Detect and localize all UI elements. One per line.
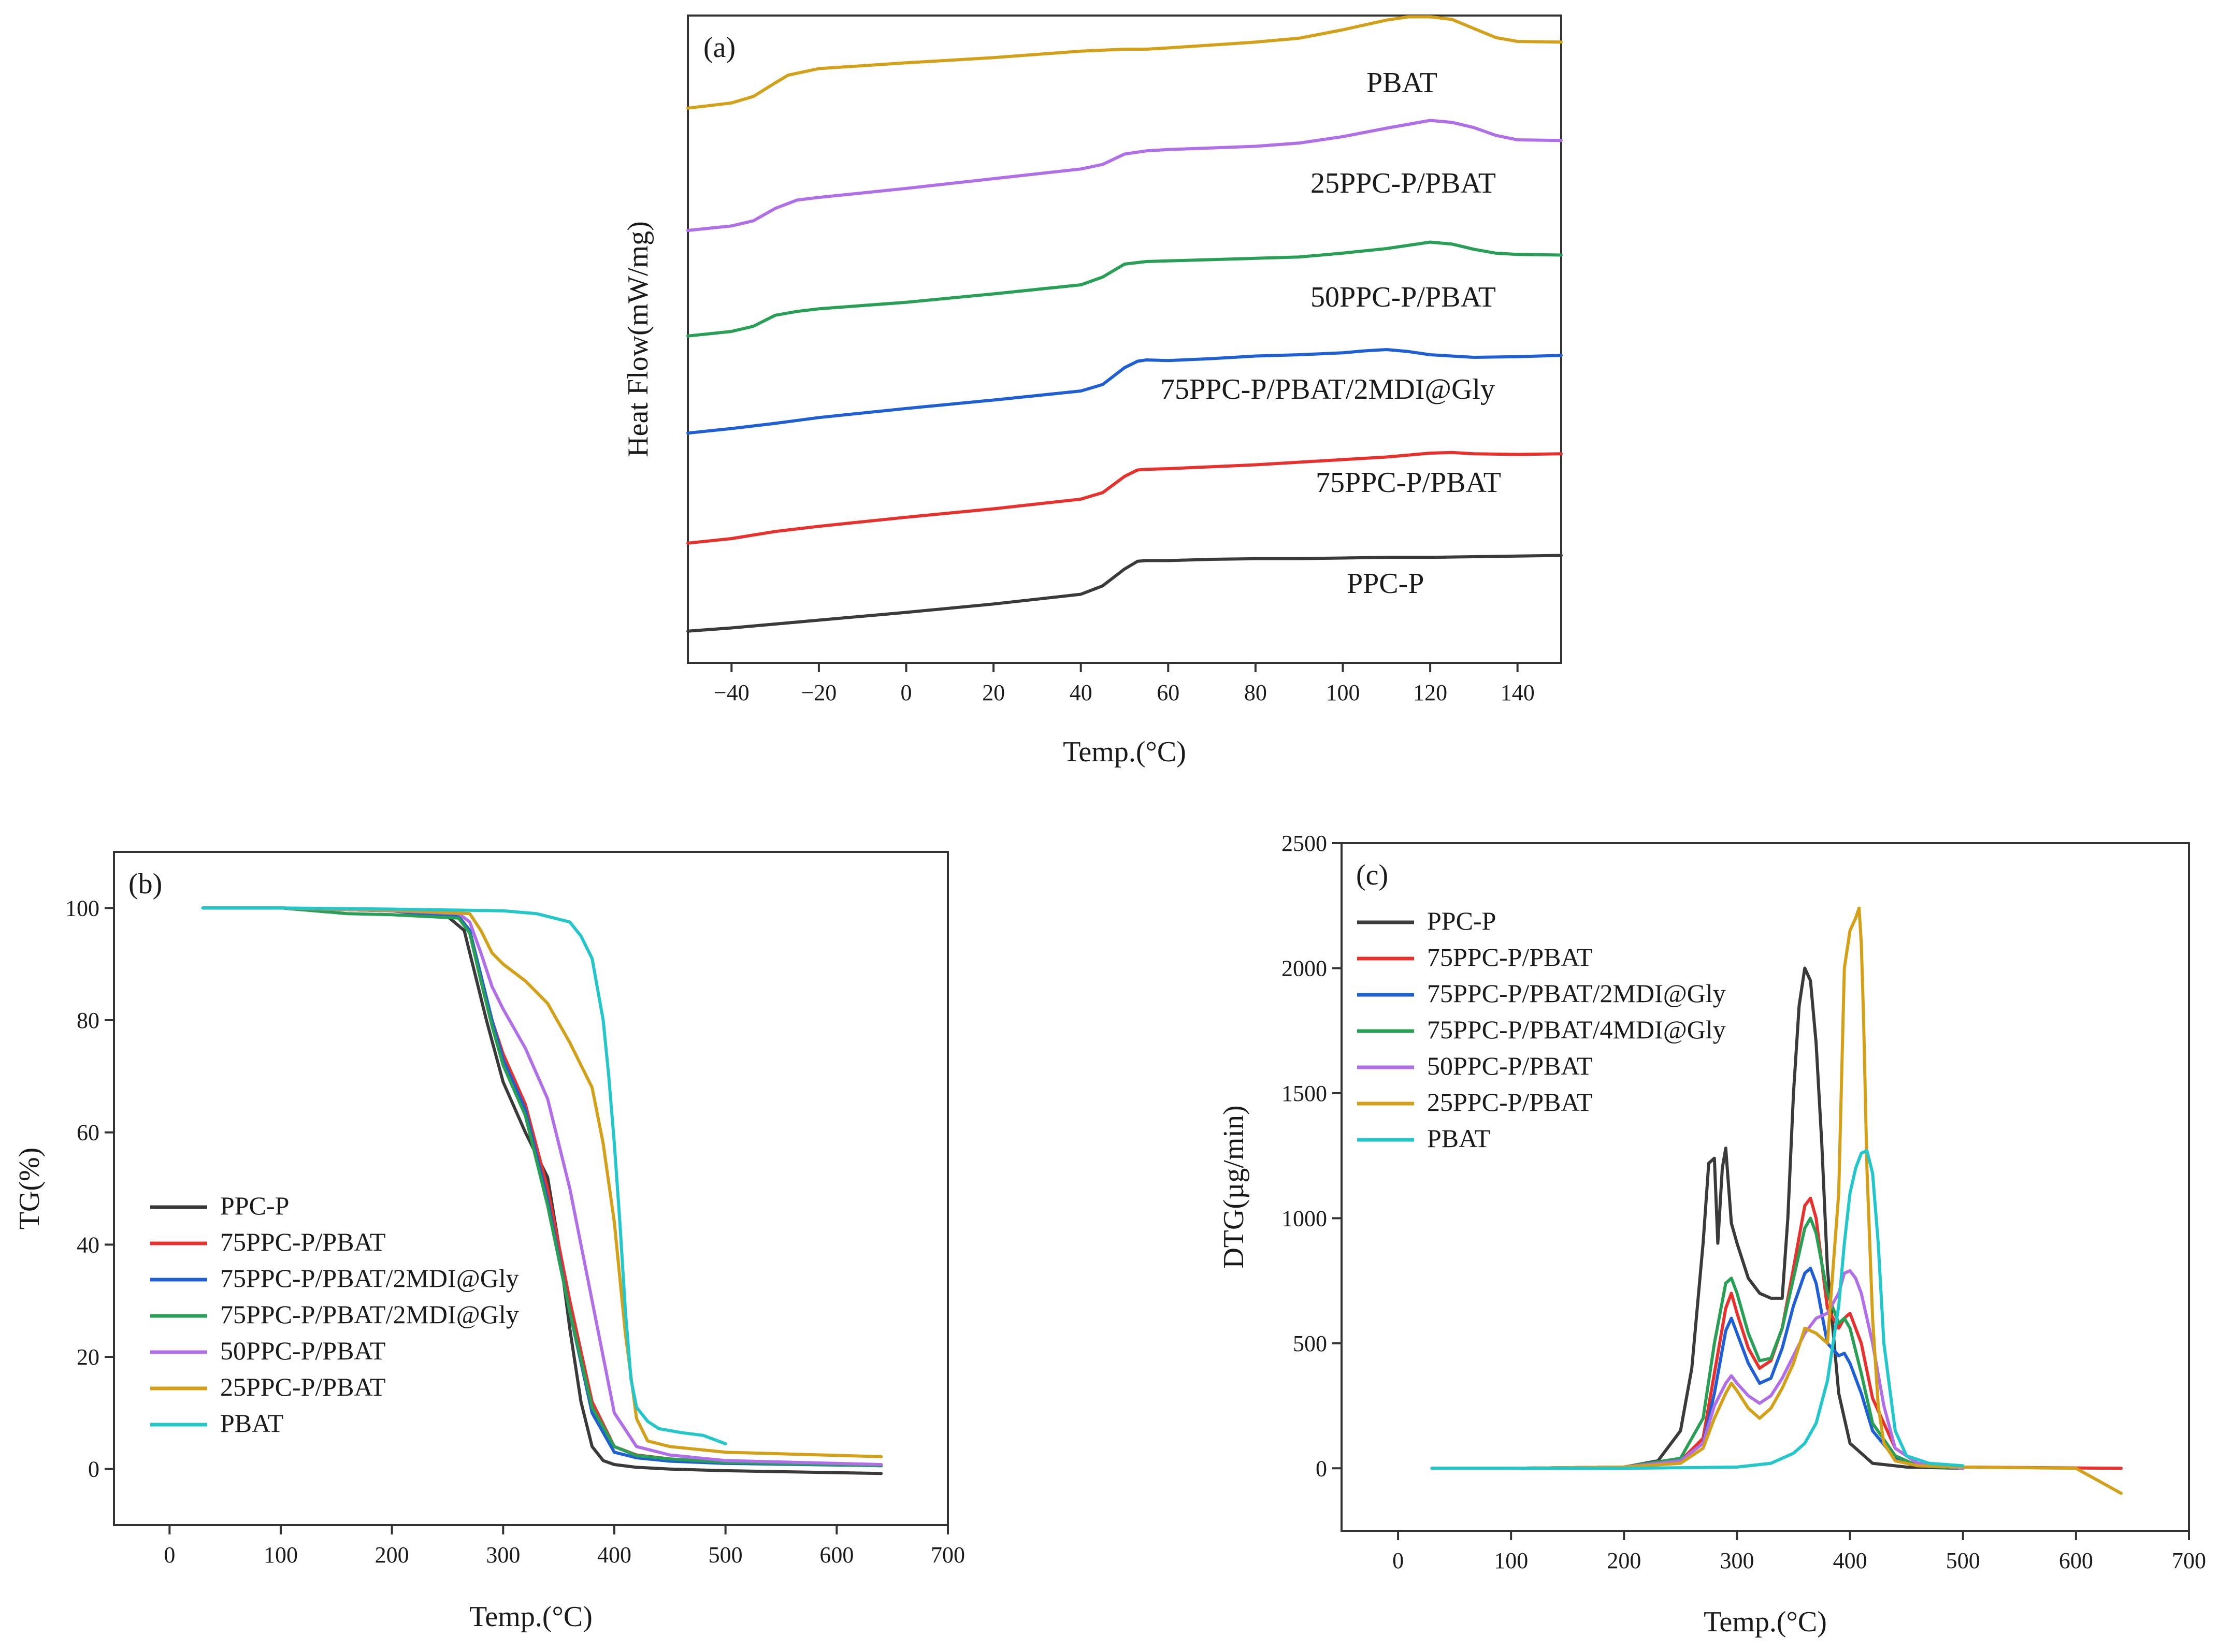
panel-b-series bbox=[201, 906, 883, 1475]
y-tick-label: 1500 bbox=[1281, 1081, 1327, 1106]
x-tick-label: 200 bbox=[375, 1542, 409, 1568]
series-line-75ppc-p-pbat-2mdi-gly-3 bbox=[201, 906, 883, 1468]
x-tick-label: 80 bbox=[1244, 680, 1267, 705]
panel-c-dtg-chart: (c) Temp.(°C) DTG(µg/min) 0 100 200 300 400 5… bbox=[1218, 831, 2206, 1638]
series-line-pbat-0 bbox=[686, 15, 1563, 110]
panel-b-axis-ticks: 0 100 200 300 400 500 600 700 0 20 40 60 80 100 bbox=[65, 895, 965, 1568]
y-tick-label: 100 bbox=[65, 895, 99, 921]
legend-label-75ppc-p-pbat-4mdi-gly: 75PPC-P/PBAT/4MDI@Gly bbox=[1427, 1015, 1726, 1044]
series-line-75ppc-p-pbat-1 bbox=[1430, 1196, 2123, 1470]
x-tick-label: 0 bbox=[164, 1542, 175, 1568]
legend-label-75ppc-p-pbat-2mdi-gly: 75PPC-P/PBAT/2MDI@Gly bbox=[220, 1300, 519, 1329]
series-line-25ppc-p-pbat-1 bbox=[686, 119, 1563, 232]
x-tick-label: 100 bbox=[1494, 1548, 1528, 1573]
panel-b-frame bbox=[113, 851, 949, 1526]
panel-c-label: (c) bbox=[1356, 859, 1388, 891]
x-tick-label: 300 bbox=[486, 1542, 520, 1568]
panel-b-y-axis-title: TG(%) bbox=[13, 1148, 46, 1230]
series-label-ppc-p: PPC-P bbox=[1347, 568, 1424, 600]
legend-label-pbat: PBAT bbox=[1427, 1124, 1490, 1153]
panel-a-frame bbox=[687, 15, 1562, 664]
x-tick-label: 600 bbox=[2059, 1548, 2093, 1573]
x-tick-label: 300 bbox=[1720, 1548, 1754, 1573]
panel-a-x-axis-title: Temp.(°C) bbox=[1063, 736, 1186, 768]
panel-c-axis-ticks: 0 100 200 300 400 500 600 700 0 500 1000 1500 2000 25… bbox=[1281, 831, 2206, 1573]
panel-b-label: (b) bbox=[128, 868, 162, 900]
x-tick-label: 40 bbox=[1070, 680, 1092, 705]
legend-label-50ppc-p-pbat: 50PPC-P/PBAT bbox=[1427, 1051, 1593, 1080]
panel-c-legend: PPC-P 75PPC-P/PBAT 75PPC-P/PBAT/2MDI@Gly 75… bbox=[1357, 906, 1726, 1153]
panel-a-dsc-chart: (a) Temp.(°C) Heat Flow(mW/mg) −40 −20 0 20… bbox=[622, 15, 1563, 768]
x-tick-label: 20 bbox=[982, 680, 1005, 705]
x-tick-label: 400 bbox=[1833, 1548, 1867, 1573]
panel-c-y-axis-title: DTG(µg/min) bbox=[1218, 1105, 1250, 1268]
series-label-25ppc-p-pbat: 25PPC-P/PBAT bbox=[1310, 167, 1496, 199]
legend-label-ppc-p: PPC-P bbox=[1427, 906, 1496, 935]
x-tick-label: 400 bbox=[597, 1542, 631, 1568]
legend-label-ppc-p: PPC-P bbox=[220, 1191, 289, 1220]
series-line-75ppc-p-pbat-2mdi-gly-2 bbox=[201, 906, 883, 1468]
series-line-75ppc-p-pbat-2mdi-gly-3 bbox=[686, 348, 1563, 435]
legend-label-75ppc-p-pbat: 75PPC-P/PBAT bbox=[220, 1227, 386, 1256]
y-tick-label: 60 bbox=[77, 1120, 99, 1146]
series-line-ppc-p-5 bbox=[686, 554, 1563, 633]
x-tick-label: 600 bbox=[819, 1542, 854, 1568]
panel-a-series bbox=[686, 15, 1563, 633]
series-label-pbat: PBAT bbox=[1366, 67, 1437, 99]
series-line-50ppc-p-pbat-2 bbox=[686, 240, 1563, 338]
x-tick-label: 60 bbox=[1157, 680, 1179, 705]
panel-c-frame bbox=[1341, 842, 2190, 1532]
x-tick-label: 700 bbox=[2172, 1548, 2206, 1573]
y-tick-label: 500 bbox=[1293, 1331, 1327, 1356]
panel-a-label: (a) bbox=[703, 32, 736, 64]
x-tick-label: 500 bbox=[709, 1542, 743, 1568]
panel-a-y-axis-title: Heat Flow(mW/mg) bbox=[622, 221, 654, 457]
x-tick-label: 140 bbox=[1501, 680, 1535, 705]
panel-a-x-ticks: −40 −20 0 20 40 60 80 100 120 140 bbox=[714, 663, 1535, 705]
panel-b-x-axis-title: Temp.(°C) bbox=[469, 1601, 593, 1633]
panel-c-series bbox=[1430, 906, 2123, 1495]
series-line-75ppc-p-pbat-4 bbox=[686, 451, 1563, 545]
legend-label-75ppc-p-pbat: 75PPC-P/PBAT bbox=[1427, 943, 1593, 972]
y-tick-label: 2000 bbox=[1281, 955, 1327, 981]
legend-label-25ppc-p-pbat: 25PPC-P/PBAT bbox=[1427, 1088, 1593, 1117]
series-label-75ppc-p-pbat: 75PPC-P/PBAT bbox=[1316, 467, 1501, 499]
series-line-25ppc-p-pbat-5 bbox=[201, 906, 883, 1458]
legend-label-pbat: PBAT bbox=[220, 1409, 283, 1438]
series-line-75ppc-p-pbat-4mdi-gly-3 bbox=[1430, 1216, 1965, 1470]
y-tick-label: 0 bbox=[88, 1457, 99, 1482]
y-tick-label: 80 bbox=[77, 1008, 99, 1033]
x-tick-label: 0 bbox=[901, 680, 912, 705]
y-tick-label: 1000 bbox=[1281, 1206, 1327, 1231]
y-tick-label: 20 bbox=[77, 1344, 99, 1370]
panel-b-tg-chart: (b) Temp.(°C) TG(%) 0 100 200 300 400 500 600 7… bbox=[13, 851, 965, 1633]
y-tick-label: 40 bbox=[77, 1232, 99, 1257]
x-tick-label: 100 bbox=[1326, 680, 1360, 705]
x-tick-label: 500 bbox=[1946, 1548, 1980, 1573]
series-label-75ppc-p-pbat-2mdi-gly: 75PPC-P/PBAT/2MDI@Gly bbox=[1160, 373, 1495, 405]
y-tick-label: 2500 bbox=[1281, 831, 1327, 856]
legend-label-25ppc-p-pbat: 25PPC-P/PBAT bbox=[220, 1372, 386, 1401]
panel-b-legend: PPC-P 75PPC-P/PBAT 75PPC-P/PBAT/2MDI@Gly 75… bbox=[150, 1191, 519, 1438]
legend-label-75ppc-p-pbat-2mdi-gly: 75PPC-P/PBAT/2MDI@Gly bbox=[220, 1264, 519, 1293]
y-tick-label: 0 bbox=[1316, 1456, 1327, 1481]
x-tick-label: 200 bbox=[1607, 1548, 1641, 1573]
x-tick-label: 100 bbox=[264, 1542, 298, 1568]
x-tick-label: 120 bbox=[1413, 680, 1447, 705]
x-tick-label: −20 bbox=[801, 680, 837, 705]
panel-c-x-axis-title: Temp.(°C) bbox=[1704, 1606, 1827, 1638]
x-tick-label: −40 bbox=[714, 680, 750, 705]
panel-a-series-labels: PBAT 25PPC-P/PBAT 50PPC-P/PBAT 75PPC-P/P… bbox=[1160, 67, 1501, 600]
series-line-ppc-p-0 bbox=[1430, 966, 1965, 1470]
series-line-pbat-6 bbox=[201, 906, 727, 1445]
series-line-50ppc-p-pbat-4 bbox=[1430, 1269, 1965, 1470]
legend-label-75ppc-p-pbat-2mdi-gly: 75PPC-P/PBAT/2MDI@Gly bbox=[1427, 979, 1726, 1008]
x-tick-label: 700 bbox=[931, 1542, 965, 1568]
legend-label-50ppc-p-pbat: 50PPC-P/PBAT bbox=[220, 1336, 386, 1365]
series-line-pbat-6 bbox=[1430, 1149, 1965, 1470]
x-tick-label: 0 bbox=[1392, 1548, 1404, 1573]
series-label-50ppc-p-pbat: 50PPC-P/PBAT bbox=[1310, 281, 1496, 313]
series-line-25ppc-p-pbat-5 bbox=[1430, 906, 2123, 1495]
